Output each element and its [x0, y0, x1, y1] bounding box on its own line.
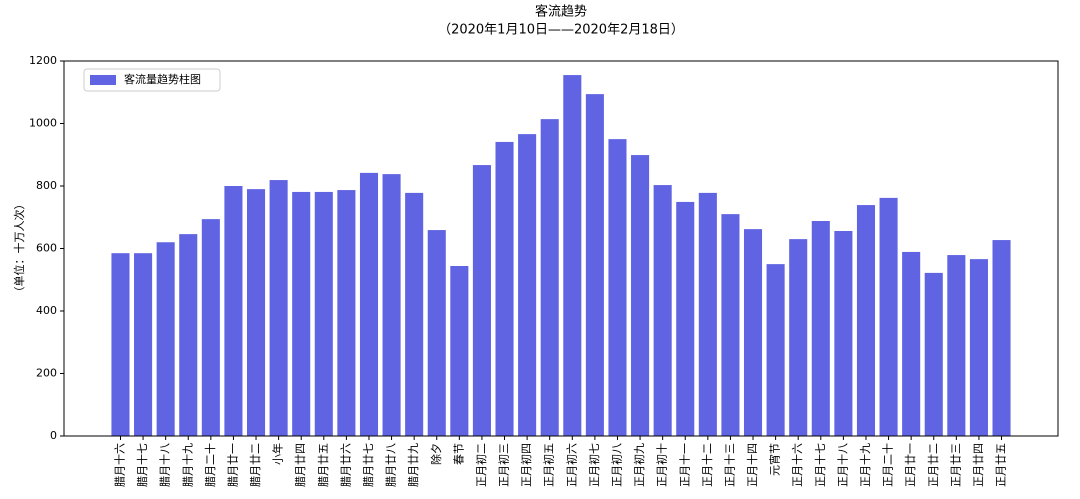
bar: [992, 240, 1011, 436]
x-tick-label: 正月初六: [564, 443, 578, 487]
x-tick-label: 春节: [452, 443, 465, 465]
bar: [585, 94, 604, 436]
y-tick-label: 0: [50, 429, 57, 442]
bar: [653, 185, 672, 436]
x-tick-label: 正月廿二: [927, 443, 940, 487]
bar: [924, 272, 943, 436]
y-tick-label: 1200: [29, 54, 57, 67]
x-tick-label: 正月廿五: [995, 443, 1008, 487]
bar: [563, 75, 582, 436]
bar: [201, 219, 220, 436]
x-tick-label: 腊月廿九: [407, 443, 420, 487]
chart-subtitle: （2020年1月10日——2020年2月18日）: [438, 23, 684, 38]
bar: [789, 239, 808, 436]
x-tick-label: 腊月廿六: [339, 443, 352, 487]
x-tick-label: 正月初二: [474, 443, 488, 487]
x-tick-label: 腊月廿一: [226, 443, 239, 487]
plot-frame: [63, 60, 1059, 437]
x-tick-label: 正月廿三: [949, 443, 962, 487]
x-tick-label: 腊月廿七: [362, 443, 375, 487]
bar: [698, 192, 717, 436]
chart-title: 客流趋势: [535, 4, 587, 20]
x-tick-label: 腊月十六: [112, 443, 126, 487]
bar: [518, 134, 537, 436]
x-tick-label: 正月十六: [790, 443, 804, 487]
bar: [811, 221, 830, 436]
bar: [450, 266, 469, 436]
bar: [495, 141, 514, 436]
bar: [134, 253, 153, 436]
y-tick-label: 800: [36, 179, 57, 192]
bar: [246, 189, 266, 436]
x-tick-label: 正月十二: [700, 443, 714, 487]
x-tick-label: 腊月廿二: [249, 443, 262, 487]
bar: [631, 155, 650, 436]
bar: [856, 205, 876, 436]
bar: [269, 180, 288, 436]
x-tick-label: 小年: [271, 443, 285, 465]
x-tick-label: 腊月十八: [158, 443, 172, 487]
legend-swatch: [90, 75, 116, 85]
y-tick-label: 1000: [29, 117, 57, 130]
x-tick-label: 正月初三: [497, 443, 511, 487]
x-tick-label: 腊月廿五: [317, 443, 330, 487]
bar: [834, 231, 853, 436]
x-tick-label: 正月二十: [881, 443, 895, 487]
bar: [427, 230, 446, 436]
x-tick-label: 正月十八: [835, 443, 849, 487]
x-tick-label: 正月十四: [745, 443, 759, 487]
bar: [743, 229, 763, 436]
x-tick-label: 腊月十九: [180, 443, 194, 487]
bar: [472, 165, 491, 436]
x-tick-label: 正月廿一: [904, 443, 917, 487]
y-tick-label: 400: [36, 304, 57, 317]
bar: [111, 253, 130, 436]
bar: [314, 191, 333, 436]
x-tick-label: 腊月十七: [135, 443, 149, 487]
x-tick-label: 正月初九: [632, 443, 646, 487]
y-tick-label: 200: [36, 367, 57, 380]
x-tick-label: 元宵节: [768, 443, 782, 476]
bar: [540, 119, 559, 436]
bar: [879, 197, 898, 436]
legend-label: 客流量趋势柱图: [124, 72, 201, 86]
y-axis-label: （单位：十万人次）: [12, 199, 26, 298]
bar: [902, 251, 921, 436]
bar: [359, 172, 379, 436]
x-tick-label: 正月十九: [858, 443, 872, 487]
bar: [969, 259, 988, 436]
x-tick-label: 正月初五: [542, 443, 556, 487]
x-tick-label: 正月十七: [813, 443, 827, 487]
x-tick-label: 腊月廿八: [385, 443, 398, 487]
x-tick-label: 正月初十: [655, 443, 669, 487]
y-tick-label: 600: [36, 242, 57, 255]
bar: [292, 191, 311, 436]
legend-box: [83, 68, 221, 92]
x-tick-label: 正月初四: [519, 443, 533, 487]
x-tick-label: 正月初七: [587, 443, 601, 487]
x-tick-label: 腊月二十: [203, 443, 217, 487]
bar: [156, 242, 175, 436]
x-tick-label: 正月廿四: [972, 443, 985, 487]
bar: [947, 255, 966, 436]
bar: [224, 186, 243, 436]
bar: [179, 234, 198, 436]
bar: [676, 201, 695, 436]
x-tick-label: 正月初八: [609, 443, 623, 487]
bar: [608, 139, 627, 436]
bar: [721, 214, 740, 436]
bar: [382, 174, 401, 436]
bar: [405, 192, 424, 436]
x-tick-label: 除夕: [429, 443, 443, 465]
bar: [337, 190, 356, 436]
bar: [766, 264, 785, 436]
x-tick-label: 腊月廿四: [294, 443, 307, 487]
x-tick-label: 正月十一: [677, 443, 691, 487]
x-tick-label: 正月十三: [722, 443, 736, 487]
